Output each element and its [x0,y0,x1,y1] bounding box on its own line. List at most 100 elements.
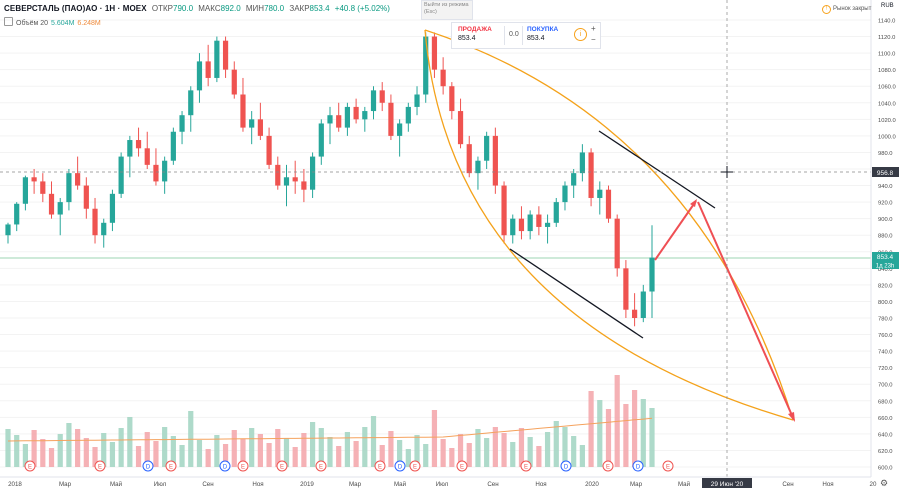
dividend-marker[interactable]: D [560,460,572,472]
volume-bar [135,446,142,467]
candle-body [527,214,533,232]
volume-bar [109,442,116,467]
candle-body [579,152,585,174]
dividend-marker[interactable]: D [142,460,154,472]
buy-price[interactable]: 853.4 [527,35,545,42]
dividend-marker[interactable]: D [219,460,231,472]
candle-body [631,309,638,318]
minus-icon[interactable]: − [591,35,596,44]
high-value: 892.0 [220,4,241,13]
candle-body [57,202,63,215]
plus-icon[interactable]: + [591,24,596,33]
dividend-marker[interactable]: D [632,460,644,472]
volume-bar [162,427,168,467]
channel-line-upper [598,130,716,209]
earnings-marker[interactable]: E [602,460,614,472]
sell-label[interactable]: ПРОДАЖА [458,26,492,33]
forecast-arrow-down-head [788,412,795,422]
volume-bar [379,445,385,467]
symbol-title[interactable]: СЕВЕРСТАЛЬ (ПАО)АО · 1Н · MOEX [4,4,147,13]
svg-text:D: D [146,465,151,471]
earnings-marker[interactable]: E [456,460,468,472]
close-value: 853.4 [309,4,330,13]
candle-body [83,185,89,209]
volume-bar [92,447,98,467]
last-price-label: 853.4 [872,252,899,261]
svg-text:D: D [223,465,228,471]
volume-bar [266,443,272,467]
candle-body [31,177,37,182]
volume-bar [362,427,368,467]
sell-price[interactable]: 853.4 [458,35,476,42]
forecast-arrow-up [654,200,697,261]
volume-bar [431,410,438,467]
volume-bar [101,433,107,467]
candle-body [597,189,603,198]
trade-widget: ПРОДАЖА 853.4 0.0 ПОКУПКА 853.4 i + − [451,22,601,49]
earnings-marker[interactable]: E [315,460,327,472]
candle-body [5,224,11,236]
volume-bar [75,429,81,467]
price-tick-label: 920.0 [878,201,893,207]
candle-body [222,40,229,70]
gear-icon[interactable]: ⚙ [880,478,889,488]
earnings-marker[interactable]: E [94,460,106,472]
candle-body [405,106,411,124]
candle-body [275,164,281,186]
candle-body [127,140,133,157]
earnings-marker[interactable]: E [276,460,288,472]
market-status[interactable]: ! Рынок закрыт [822,5,871,14]
candle-body [153,164,159,182]
candle-body [484,135,490,161]
time-tick-label: Сен [487,481,498,488]
volume-bar [118,428,124,467]
volume-label[interactable]: Объём 20 [16,20,49,27]
time-tick-label: Май [394,481,407,488]
candle-body [292,177,298,182]
info-icon[interactable]: i [574,28,587,41]
volume-bar [40,439,46,467]
earnings-marker[interactable]: E [24,460,36,472]
symbol-header: СЕВЕРСТАЛЬ (ПАО)АО · 1Н · MOEX ОТКР790.0… [4,4,390,13]
earnings-marker[interactable]: E [237,460,249,472]
exit-mode-hint[interactable]: Выйти из режима (Esc) [421,0,473,20]
candle-body [162,160,168,182]
time-tick-label: Мар [59,481,72,488]
chart-grid [0,19,871,468]
time-tick-label: Май [678,481,691,488]
time-tick-label: 2018 [8,481,22,488]
volume-bar [170,436,176,467]
volume-bar [588,391,594,467]
time-tick-label: 2019 [300,481,314,488]
open-value: 790.0 [173,4,194,13]
candle-body [205,61,211,78]
time-tick-label: Мар [630,481,643,488]
collapse-toggle-icon[interactable] [4,17,13,26]
price-tick-label: 1080.0 [878,68,896,74]
volume-bar [640,399,646,467]
projection-arc-lower [424,29,794,421]
buy-label[interactable]: ПОКУПКА [527,26,559,33]
candle-body [336,115,342,128]
candle-body [492,135,498,186]
svg-text:E: E [460,465,464,471]
dividend-marker[interactable]: D [394,460,406,472]
volume-bar [57,434,63,467]
price-tick-label: 800.0 [878,300,893,306]
volume-bar [440,439,446,467]
candle-body [240,94,246,128]
volume-bar [222,444,229,467]
change-value: +40.8 (+5.02%) [334,4,390,13]
candle-body [75,173,81,186]
volume-bar [257,434,263,467]
price-tick-label: 1100.0 [878,52,895,58]
earnings-marker[interactable]: E [520,460,532,472]
price-axis [871,0,899,477]
currency-label[interactable]: RUB [881,3,894,9]
earnings-marker[interactable]: E [409,460,421,472]
earnings-marker[interactable]: E [374,460,386,472]
earnings-marker[interactable]: E [662,460,674,472]
volume-value: 5.604M [51,20,75,27]
earnings-marker[interactable]: E [165,460,177,472]
